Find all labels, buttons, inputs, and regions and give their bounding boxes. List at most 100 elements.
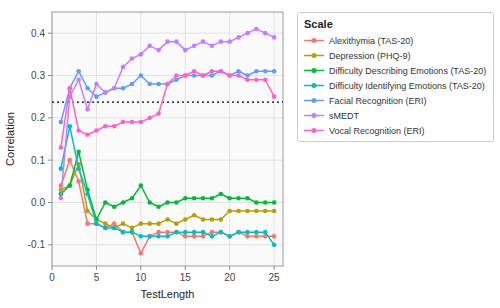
point bbox=[85, 107, 90, 112]
point bbox=[219, 230, 224, 235]
legend-entry: sMEDT bbox=[329, 111, 359, 121]
point bbox=[139, 120, 144, 125]
point bbox=[245, 234, 250, 239]
point bbox=[112, 221, 117, 226]
point bbox=[165, 82, 170, 87]
tick-mark bbox=[48, 75, 52, 76]
legend-title: Scale bbox=[304, 18, 333, 30]
point bbox=[112, 204, 117, 209]
point bbox=[254, 27, 259, 32]
point bbox=[183, 73, 188, 78]
point bbox=[227, 196, 232, 201]
point bbox=[245, 31, 250, 36]
legend-marker bbox=[312, 68, 317, 73]
point bbox=[201, 39, 206, 44]
point bbox=[59, 145, 64, 150]
point bbox=[76, 77, 81, 82]
point bbox=[183, 234, 188, 239]
point bbox=[139, 183, 144, 188]
point bbox=[67, 86, 72, 91]
point bbox=[174, 230, 179, 235]
tick-label: 0.0 bbox=[31, 197, 45, 208]
point bbox=[210, 44, 215, 49]
point bbox=[192, 213, 197, 218]
point bbox=[174, 77, 179, 82]
tick-label: 20 bbox=[224, 272, 236, 283]
point bbox=[121, 200, 126, 205]
point bbox=[201, 196, 206, 201]
x-axis-label: TestLength bbox=[141, 288, 195, 300]
point bbox=[227, 73, 232, 78]
point bbox=[103, 200, 108, 205]
point bbox=[156, 204, 161, 209]
legend-entry: Difficulty Identifying Emotions (TAS-20) bbox=[329, 81, 485, 91]
grid bbox=[52, 12, 283, 266]
grid-line bbox=[52, 244, 283, 245]
series-line bbox=[61, 71, 274, 147]
series bbox=[59, 69, 277, 150]
point bbox=[263, 200, 268, 205]
point bbox=[59, 196, 64, 201]
point bbox=[210, 196, 215, 201]
point bbox=[227, 209, 232, 214]
point bbox=[67, 86, 72, 91]
tick-mark bbox=[52, 266, 53, 270]
data bbox=[52, 27, 283, 256]
point bbox=[210, 73, 215, 78]
tick-label: 0 bbox=[49, 272, 55, 283]
point bbox=[245, 230, 250, 235]
legend-marker bbox=[312, 113, 317, 118]
point bbox=[245, 77, 250, 82]
series-line bbox=[61, 71, 274, 122]
point bbox=[272, 35, 277, 40]
point bbox=[139, 234, 144, 239]
legend-entry: Facial Recognition (ERI) bbox=[329, 96, 427, 106]
tick-label: 0.2 bbox=[31, 112, 45, 123]
point bbox=[192, 234, 197, 239]
point bbox=[254, 200, 259, 205]
point bbox=[263, 69, 268, 74]
point bbox=[236, 209, 241, 214]
point bbox=[147, 82, 152, 87]
point bbox=[76, 128, 81, 133]
point bbox=[165, 217, 170, 222]
point bbox=[147, 234, 152, 239]
point bbox=[254, 69, 259, 74]
point bbox=[227, 39, 232, 44]
point bbox=[76, 149, 81, 154]
point bbox=[147, 221, 152, 226]
legend-marker bbox=[312, 53, 317, 58]
point bbox=[210, 217, 215, 222]
point bbox=[130, 56, 135, 61]
legend-marker bbox=[312, 128, 317, 133]
tick-mark bbox=[48, 160, 52, 161]
point bbox=[121, 120, 126, 125]
series bbox=[59, 149, 277, 221]
point bbox=[130, 82, 135, 87]
series-line bbox=[61, 126, 274, 245]
point bbox=[94, 128, 99, 133]
point bbox=[219, 192, 224, 197]
point bbox=[76, 166, 81, 171]
tick-mark bbox=[274, 266, 275, 270]
point bbox=[201, 234, 206, 239]
point bbox=[156, 48, 161, 53]
point bbox=[112, 226, 117, 231]
point bbox=[165, 234, 170, 239]
legend-frame bbox=[298, 13, 494, 142]
point bbox=[76, 69, 81, 74]
plot-frame bbox=[52, 12, 283, 266]
point bbox=[245, 73, 250, 78]
point bbox=[121, 230, 126, 235]
point bbox=[147, 116, 152, 121]
point bbox=[201, 217, 206, 222]
tick-label: 0.4 bbox=[31, 28, 45, 39]
point bbox=[219, 217, 224, 222]
point bbox=[112, 226, 117, 231]
point bbox=[156, 82, 161, 87]
point bbox=[130, 230, 135, 235]
point bbox=[210, 230, 215, 235]
grid-line bbox=[52, 117, 283, 118]
point bbox=[174, 73, 179, 78]
tick-label: 0.3 bbox=[31, 70, 45, 81]
